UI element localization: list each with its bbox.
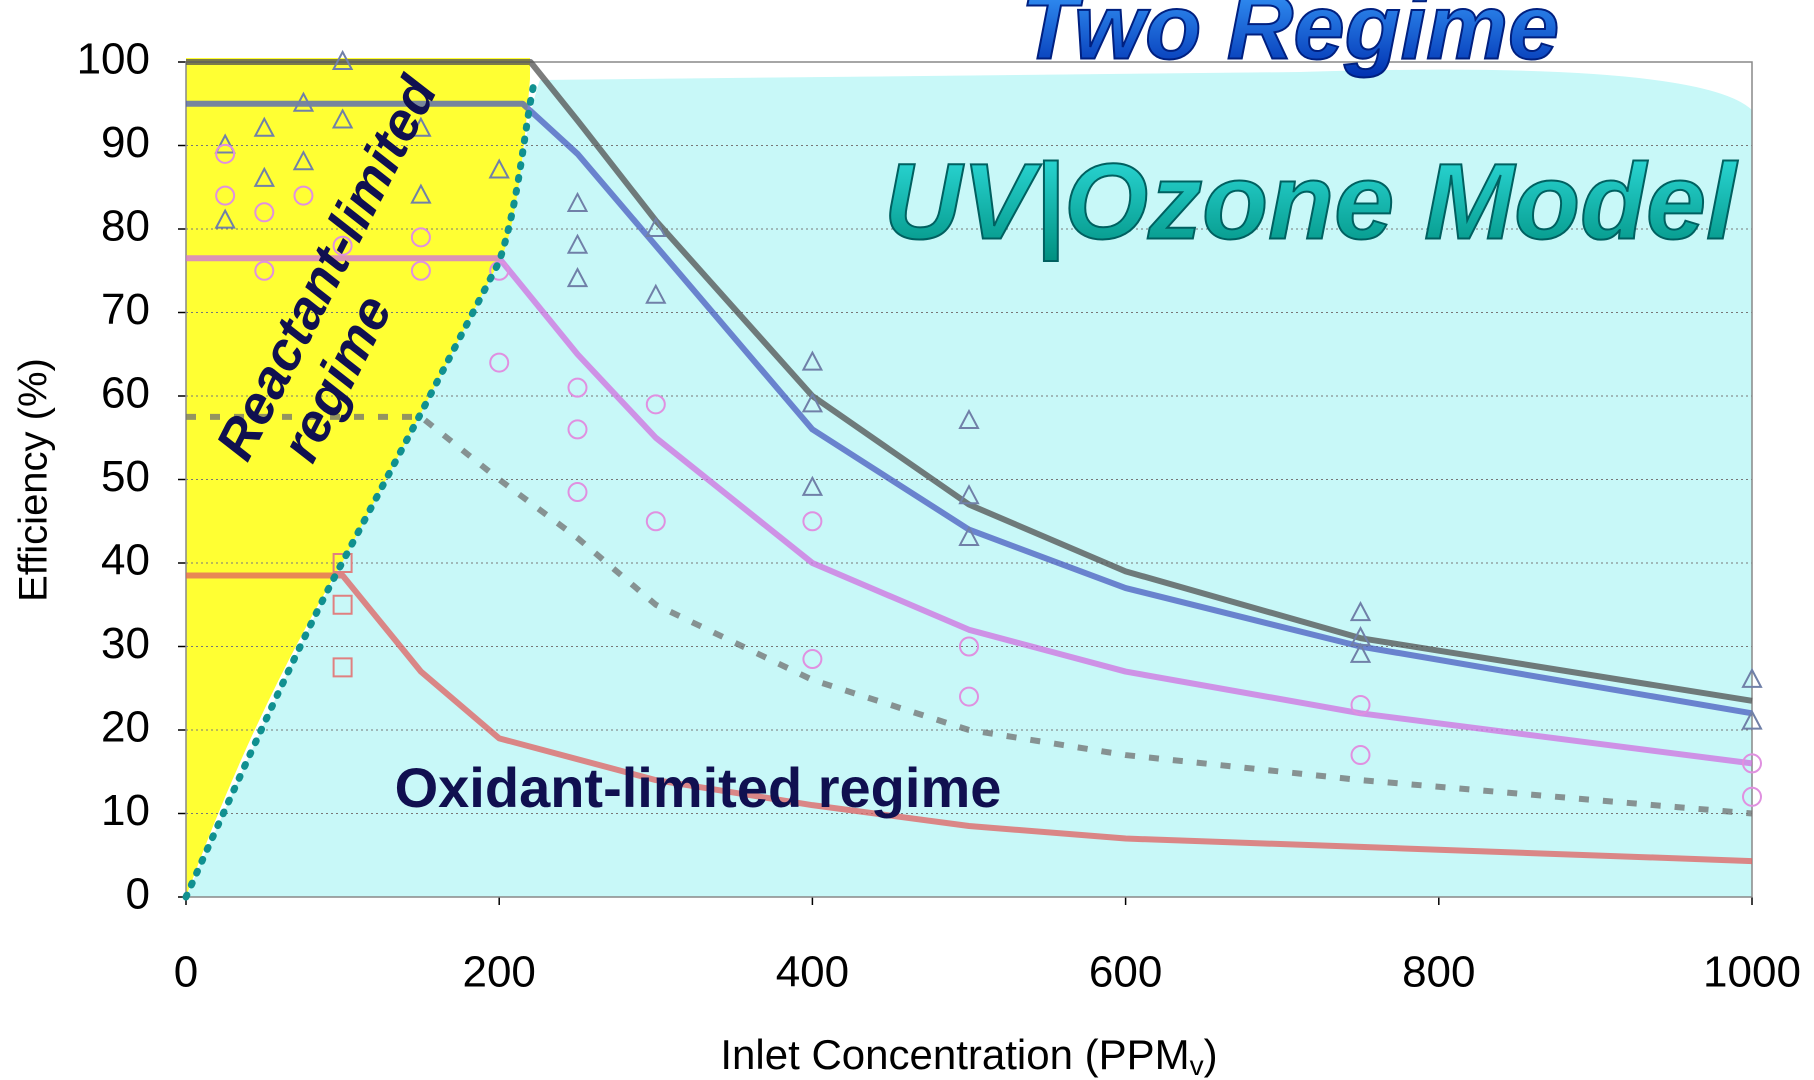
x-tick-label: 1000 (1703, 948, 1801, 997)
x-tick-label: 800 (1402, 948, 1475, 997)
annotation: Oxidant-limited regime (395, 756, 1002, 819)
y-tick-label: 0 (126, 870, 150, 919)
y-tick-label: 30 (101, 619, 150, 668)
x-axis-label-close: ) (1204, 1031, 1218, 1078)
page: Two Regime UV|Ozone Model Reactant-limit… (0, 0, 1814, 1080)
x-axis-label-subscript: v (1190, 1050, 1204, 1080)
y-axis-label: Efficiency (%) (12, 358, 56, 602)
chart-title: Two Regime (1021, 0, 1559, 78)
y-tick-label: 80 (101, 202, 150, 251)
x-tick-label: 200 (462, 948, 535, 997)
x-tick-label: 600 (1089, 948, 1162, 997)
x-tick-label: 0 (174, 948, 198, 997)
y-tick-label: 60 (101, 369, 150, 418)
chart: Two Regime UV|Ozone Model Reactant-limit… (0, 0, 1814, 1080)
x-axis-label-text: Inlet Concentration (PPM (720, 1031, 1189, 1078)
y-tick-label: 20 (101, 703, 150, 752)
chart-subtitle: UV|Ozone Model (884, 141, 1738, 262)
y-tick-label: 70 (101, 285, 150, 334)
x-axis-label: Inlet Concentration (PPMv) (720, 1031, 1217, 1080)
y-tick-label: 10 (101, 786, 150, 835)
x-tick-label: 400 (776, 948, 849, 997)
y-tick-label: 90 (101, 118, 150, 167)
y-tick-label: 100 (77, 35, 150, 84)
y-tick-label: 40 (101, 536, 150, 585)
y-tick-label: 50 (101, 452, 150, 501)
